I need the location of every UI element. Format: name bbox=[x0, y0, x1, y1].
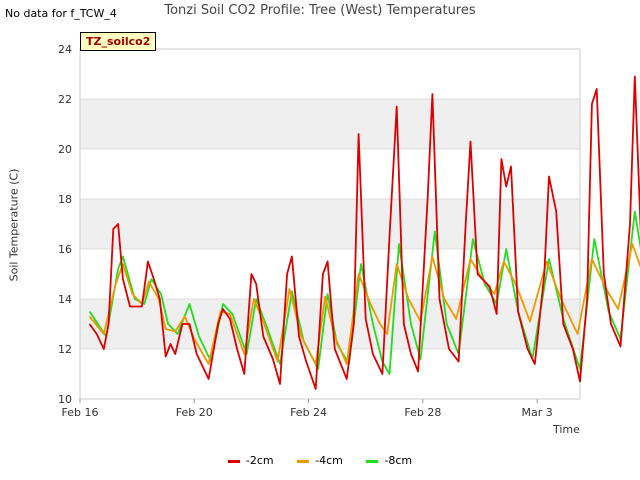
legend-swatch-2cm bbox=[227, 459, 240, 463]
y-axis-label: Soil Temperature (C) bbox=[7, 168, 21, 282]
no-data-note: No data for f_TCW_4 bbox=[5, 7, 117, 20]
plot-frame bbox=[79, 48, 581, 400]
legend-item-2cm: -2cm bbox=[227, 454, 274, 467]
grid-band bbox=[80, 199, 580, 249]
y-tick-label: 12 bbox=[58, 343, 72, 356]
legend-label-8cm: -8cm bbox=[384, 454, 413, 467]
y-tick-label: 14 bbox=[58, 293, 72, 306]
grid-band bbox=[80, 49, 580, 99]
grid-band bbox=[80, 99, 580, 149]
legend-label-4cm: -4cm bbox=[315, 454, 343, 467]
grid-band bbox=[80, 349, 580, 399]
series-lines bbox=[88, 75, 640, 390]
y-tick-label: 16 bbox=[58, 243, 72, 256]
y-tick-label: 22 bbox=[58, 93, 72, 106]
series-line-minus-2cm bbox=[88, 75, 640, 390]
x-axis-label: Time bbox=[553, 423, 580, 436]
x-tick-label: Feb 24 bbox=[290, 406, 327, 419]
site-tag: TZ_soilco2 bbox=[80, 32, 157, 51]
x-tick-label: Feb 20 bbox=[176, 406, 213, 419]
y-tick-label: 20 bbox=[58, 143, 72, 156]
y-axis: 10 12 14 16 18 20 22 24 bbox=[58, 43, 72, 406]
x-tick-label: Mar 3 bbox=[522, 406, 553, 419]
x-tick-label: Feb 16 bbox=[62, 406, 99, 419]
grid-bands bbox=[80, 49, 580, 399]
legend-label-2cm: -2cm bbox=[245, 454, 274, 467]
legend: -2cm -4cm -8cm bbox=[0, 454, 640, 467]
grid-band bbox=[80, 149, 580, 199]
legend-swatch-4cm bbox=[297, 459, 310, 463]
legend-swatch-8cm bbox=[366, 459, 379, 463]
chart-title: Tonzi Soil CO2 Profile: Tree (West) Temp… bbox=[164, 3, 476, 18]
legend-item-8cm: -8cm bbox=[366, 454, 412, 467]
y-tick-label: 18 bbox=[58, 193, 72, 206]
y-tick-label: 24 bbox=[58, 43, 72, 56]
y-tick-label: 10 bbox=[58, 393, 72, 406]
x-tick-label: Feb 28 bbox=[404, 406, 441, 419]
x-axis: Feb 16 Feb 20 Feb 24 Feb 28 Mar 3 bbox=[62, 399, 553, 419]
legend-item-4cm: -4cm bbox=[297, 454, 343, 467]
